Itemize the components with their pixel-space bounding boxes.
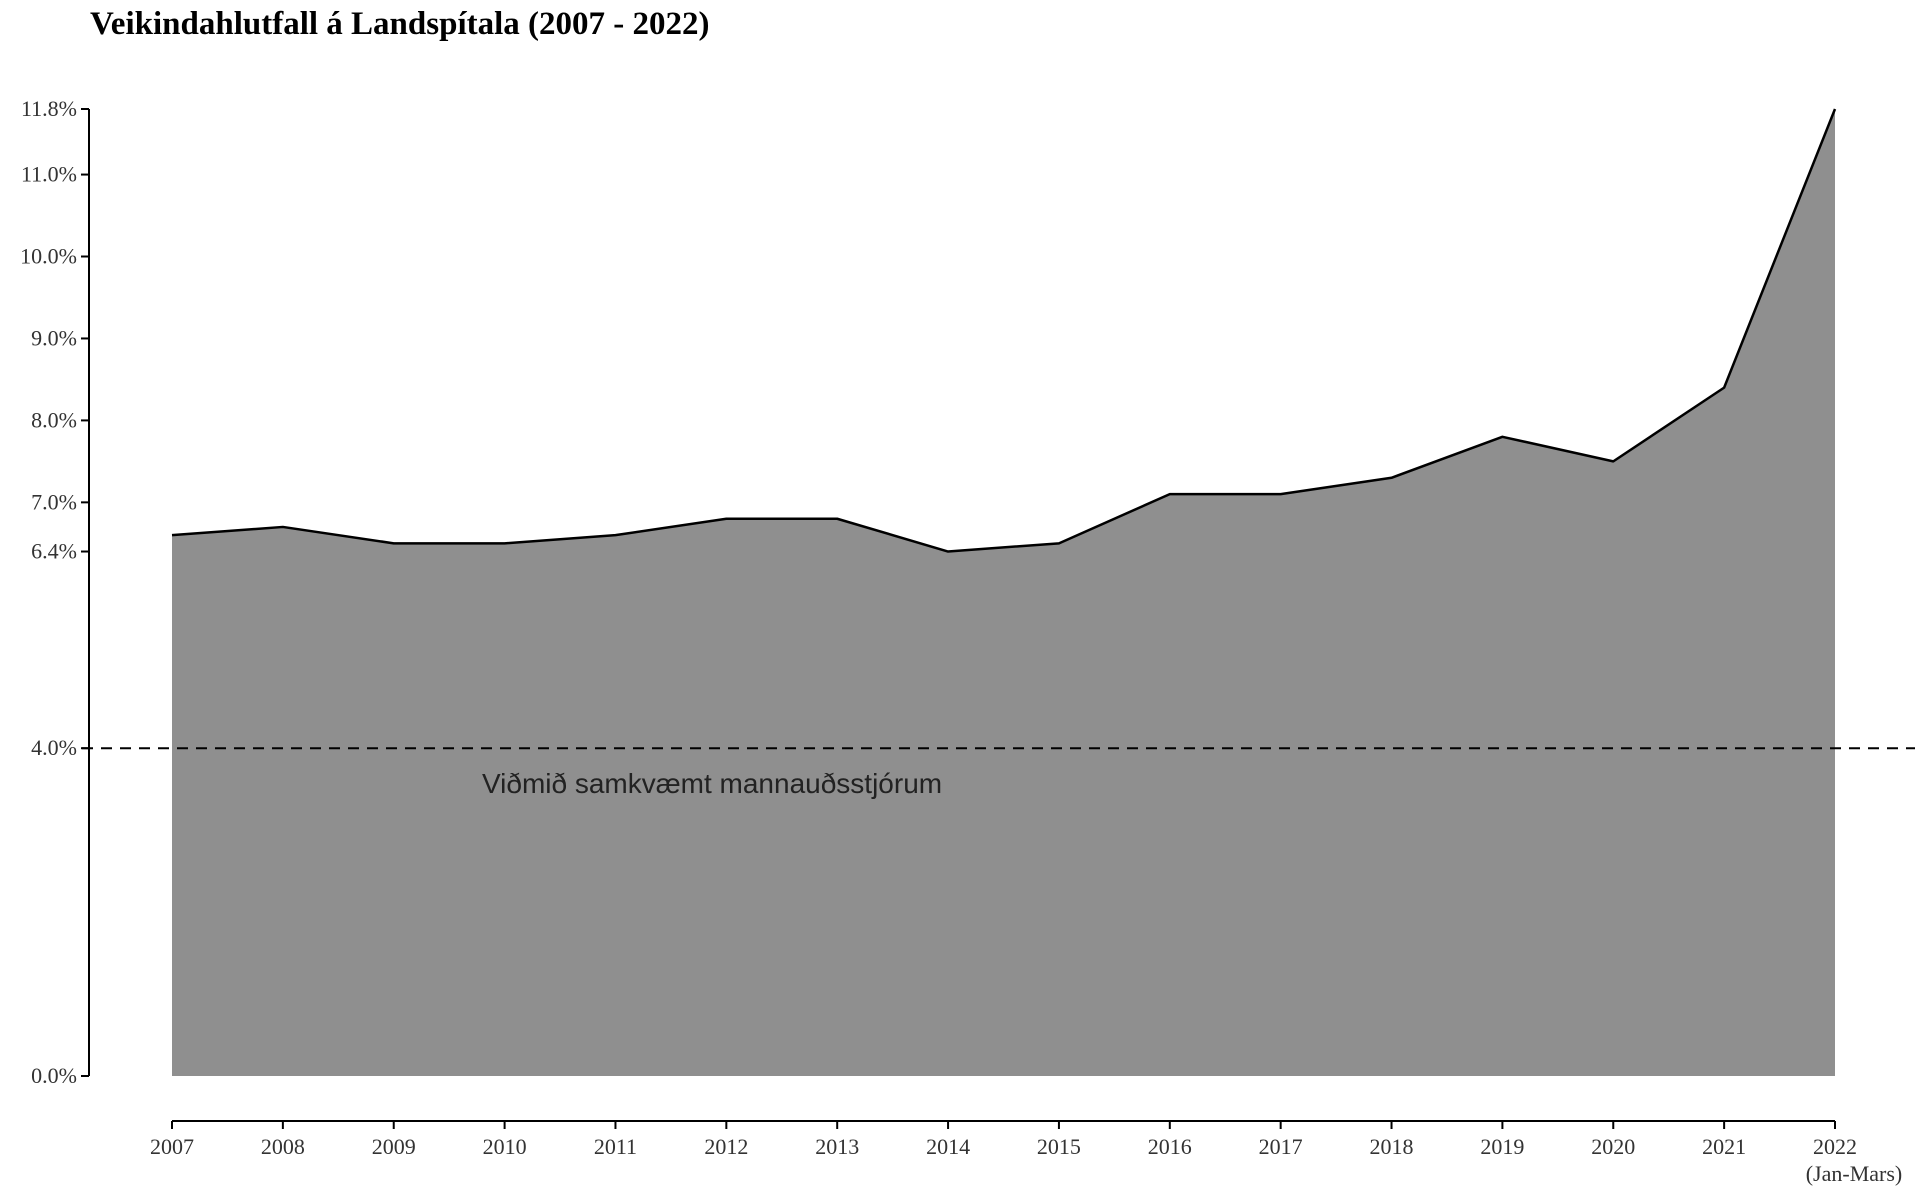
x-tick-label: 2012 <box>704 1134 748 1159</box>
plot-area: Viðmið samkvæmt mannauðsstjórum <box>82 108 1915 1076</box>
y-tick-label: 8.0% <box>31 407 77 432</box>
area-fill <box>172 109 1835 1076</box>
y-tick-label: 9.0% <box>31 325 77 350</box>
y-tick-label: 11.0% <box>21 162 77 187</box>
y-tick-label: 7.0% <box>31 489 77 514</box>
x-tick-label: 2019 <box>1480 1134 1524 1159</box>
x-tick-label: 2016 <box>1148 1134 1192 1159</box>
y-tick-label: 0.0% <box>31 1063 77 1088</box>
y-tick-label: 4.0% <box>31 735 77 760</box>
y-tick-label: 10.0% <box>20 244 77 269</box>
x-tick-label: 2009 <box>372 1134 416 1159</box>
x-tick-label: 2007 <box>150 1134 194 1159</box>
x-tick-label: 2021 <box>1702 1134 1746 1159</box>
x-tick-note: (Jan-Mars) <box>1806 1161 1903 1186</box>
x-tick-label: 2010 <box>483 1134 527 1159</box>
chart-title: Veikindahlutfall á Landspítala (2007 - 2… <box>90 6 710 42</box>
y-tick-label: 6.4% <box>31 539 77 564</box>
x-tick-label: 2014 <box>926 1134 970 1159</box>
x-tick-label: 2011 <box>594 1134 637 1159</box>
y-axis: 0.0% 4.0% 6.4% 7.0% 8.0% 9.0% 10.0% 11.0% 11.8% <box>20 96 90 1088</box>
x-tick-label: 2022 <box>1813 1134 1857 1159</box>
x-tick-label: 2018 <box>1370 1134 1414 1159</box>
x-tick-label: 2015 <box>1037 1134 1081 1159</box>
series-line <box>171 108 1837 553</box>
x-tick-label: 2020 <box>1591 1134 1635 1159</box>
x-tick-label: 2008 <box>261 1134 305 1159</box>
reference-line-label: Viðmið samkvæmt mannauðsstjórum <box>482 768 942 799</box>
x-tick-label: 2013 <box>815 1134 859 1159</box>
x-tick-label: 2017 <box>1259 1134 1303 1159</box>
x-axis: 2007 2008 2009 2010 2011 2012 2013 2014 2015 2016… <box>150 1120 1903 1186</box>
y-tick-label: 11.8% <box>21 96 77 121</box>
